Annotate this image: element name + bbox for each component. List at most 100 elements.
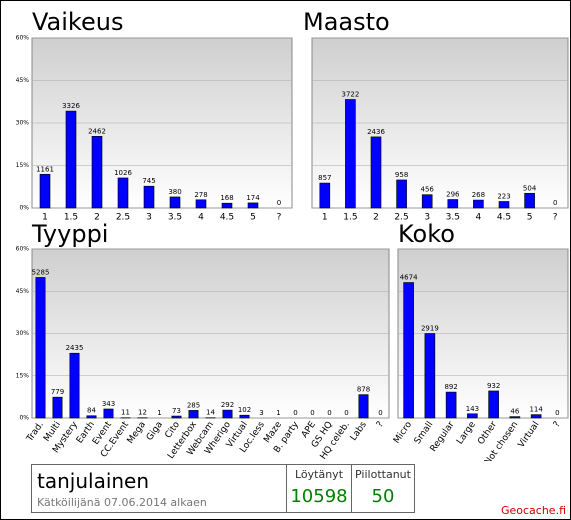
x-tick-label: 1 bbox=[42, 213, 48, 223]
bar-count-label: 1 bbox=[276, 409, 280, 417]
x-tick-label: Mega bbox=[126, 420, 148, 446]
bar-count-label: 958 bbox=[395, 171, 408, 179]
bar bbox=[195, 199, 207, 209]
y-tick-label: 0% bbox=[19, 205, 29, 212]
bar bbox=[396, 179, 407, 209]
bar-count-label: 857 bbox=[318, 174, 331, 182]
bar-count-label: 2435 bbox=[66, 344, 84, 352]
y-tick-label: 45% bbox=[16, 288, 30, 295]
x-tick-label: 4 bbox=[476, 213, 482, 223]
x-tick-label: 3.5 bbox=[168, 213, 182, 223]
x-tick-label: 3.5 bbox=[446, 213, 460, 223]
bar-count-label: 11 bbox=[121, 409, 130, 417]
user-box: tanjulainen Kätköilijänä 07.06.2014 alka… bbox=[31, 464, 287, 513]
bar-count-label: 3326 bbox=[62, 102, 80, 110]
bar bbox=[445, 391, 457, 419]
y-tick-label: 60% bbox=[16, 35, 30, 42]
y-tick-label: 45% bbox=[16, 77, 30, 84]
bar-count-label: 2919 bbox=[421, 325, 439, 333]
bar bbox=[103, 408, 114, 419]
bar bbox=[65, 110, 77, 209]
bar-count-label: 3 bbox=[259, 409, 263, 417]
x-tick-label: Labs bbox=[349, 420, 369, 443]
bar bbox=[447, 199, 459, 209]
bar-count-label: 102 bbox=[238, 406, 251, 414]
bar-count-label: 745 bbox=[142, 177, 155, 185]
x-tick-label: 1.5 bbox=[343, 213, 357, 223]
x-tick-label: 5 bbox=[527, 213, 533, 223]
y-tick-label: 15% bbox=[16, 372, 30, 379]
bar-count-label: 456 bbox=[421, 186, 435, 194]
bar-count-label: 1 bbox=[157, 409, 161, 417]
bar bbox=[171, 415, 182, 419]
found-label: Löytänyt bbox=[294, 468, 344, 481]
bar bbox=[222, 409, 233, 419]
bar-count-label: 168 bbox=[220, 194, 233, 202]
x-tick-label: 1 bbox=[322, 213, 328, 223]
y-tick-label: 30% bbox=[16, 330, 30, 337]
bar bbox=[403, 282, 414, 419]
bar-count-label: 278 bbox=[194, 191, 207, 199]
x-tick-label: 2 bbox=[373, 213, 379, 223]
x-tick-label: 2 bbox=[94, 213, 100, 223]
y-tick-label: 0% bbox=[19, 415, 29, 422]
bar bbox=[473, 199, 484, 209]
bar-count-label: 0 bbox=[344, 409, 348, 417]
bar-count-label: 380 bbox=[168, 188, 181, 196]
chart-title: Tyyppi bbox=[31, 220, 108, 248]
x-tick-label: Virtual bbox=[517, 420, 542, 450]
bar-count-label: 0 bbox=[553, 199, 557, 207]
bar bbox=[421, 194, 433, 209]
bar-count-label: 14 bbox=[206, 409, 215, 417]
hidden-box: Piilottanut 50 bbox=[351, 464, 415, 513]
bar-count-label: 779 bbox=[51, 388, 64, 396]
y-tick-label: 15% bbox=[16, 162, 30, 169]
x-tick-label: Micro bbox=[392, 420, 414, 446]
bar-count-label: 1161 bbox=[36, 165, 54, 173]
bar bbox=[358, 394, 369, 419]
bar-count-label: 878 bbox=[357, 386, 370, 394]
x-tick-label: 2.5 bbox=[116, 213, 130, 223]
bar bbox=[319, 182, 331, 209]
bar-count-label: 223 bbox=[497, 192, 510, 200]
x-tick-label: ? bbox=[277, 213, 282, 223]
bar-count-label: 174 bbox=[246, 194, 260, 202]
bar bbox=[247, 202, 259, 209]
site-link[interactable]: Geocache.fi bbox=[500, 504, 566, 517]
bar bbox=[498, 201, 510, 209]
bar bbox=[345, 99, 356, 209]
bar bbox=[530, 414, 542, 419]
bar bbox=[467, 413, 478, 419]
bar bbox=[221, 202, 233, 209]
bar-count-label: 12 bbox=[138, 409, 147, 417]
bar bbox=[239, 414, 250, 419]
bar bbox=[524, 192, 535, 209]
bar-count-label: 0 bbox=[327, 409, 331, 417]
bar-count-label: 343 bbox=[102, 400, 115, 408]
x-tick-label: 4 bbox=[198, 213, 204, 223]
x-tick-label: ? bbox=[553, 213, 558, 223]
x-tick-label: Giga bbox=[145, 420, 165, 443]
x-tick-label: Trad. bbox=[25, 420, 46, 445]
bar-count-label: 0 bbox=[378, 409, 382, 417]
found-count: 10598 bbox=[290, 486, 348, 507]
bar-count-label: 5285 bbox=[32, 268, 50, 276]
hidden-count: 50 bbox=[371, 486, 395, 507]
bar-count-label: 932 bbox=[487, 382, 500, 390]
bar-count-label: 0 bbox=[293, 409, 297, 417]
bar bbox=[169, 196, 181, 209]
chart-title: Vaikeus bbox=[32, 8, 123, 36]
bar bbox=[91, 136, 103, 209]
bar-count-label: 296 bbox=[446, 191, 460, 199]
bar-count-label: 3722 bbox=[341, 90, 359, 98]
x-tick-label: 3 bbox=[424, 213, 430, 223]
x-tick-label: Large bbox=[455, 420, 478, 447]
chart-title: Maasto bbox=[303, 8, 390, 36]
bar bbox=[35, 277, 46, 419]
x-tick-label: ? bbox=[375, 420, 386, 430]
bar bbox=[488, 390, 499, 419]
x-tick-label: 1.5 bbox=[64, 213, 78, 223]
bar bbox=[424, 333, 436, 419]
hidden-label: Piilottanut bbox=[355, 468, 411, 481]
